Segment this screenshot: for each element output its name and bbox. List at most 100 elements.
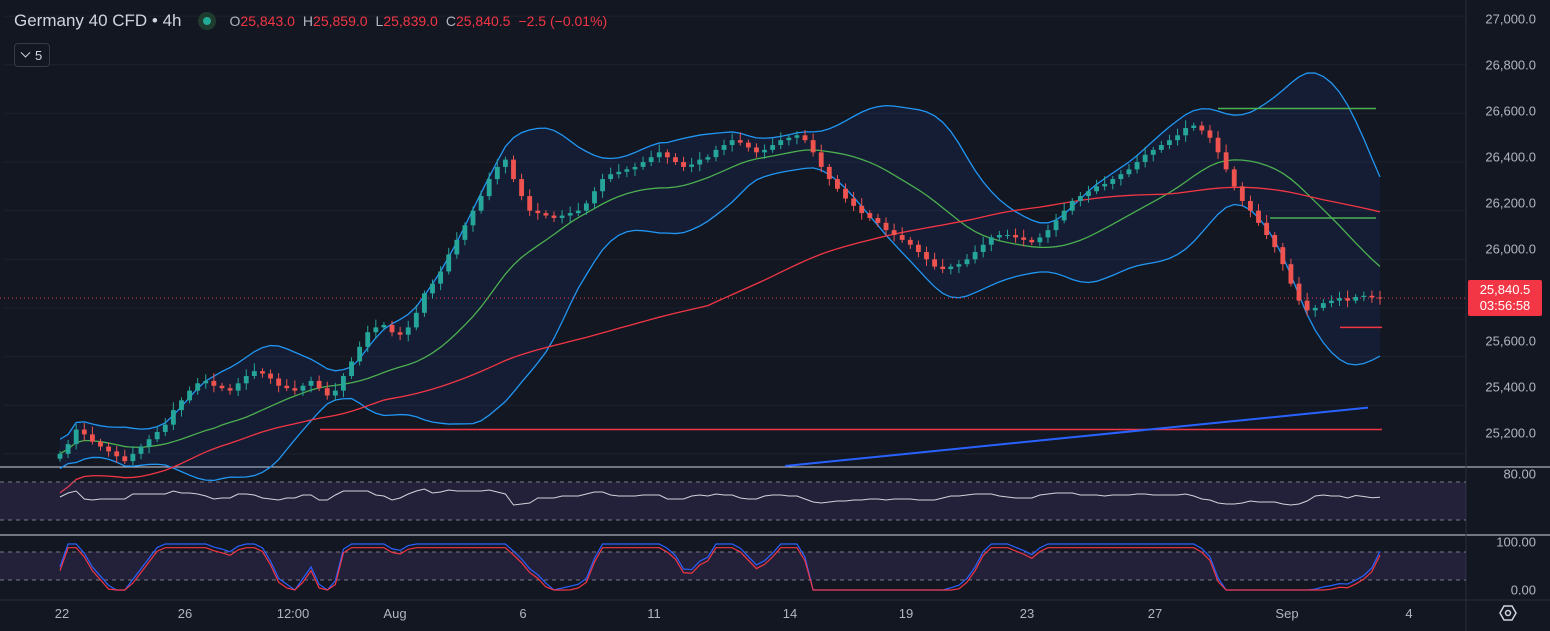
candle-body [640,162,646,167]
candle-body [65,444,71,454]
high-key: H [302,13,314,29]
chevron-down-icon [20,47,31,58]
candle-body [1353,297,1359,301]
time-axis-label: 23 [1019,606,1035,621]
stoch-axis-bottom: 0.00 [1510,582,1536,598]
candle-body [673,157,678,163]
candle-body [681,162,686,167]
close-value: 25,840.5 [455,13,511,29]
candle-body [405,327,411,335]
candle-body [478,196,484,211]
candle-body [1029,239,1035,243]
candle-body [413,312,419,328]
open-value: 25,843.0 [240,13,295,29]
candle-body [1328,300,1334,304]
candle-body [251,371,257,377]
candle-body [1272,235,1278,248]
symbol-title[interactable]: Germany 40 CFD • 4h [14,11,182,30]
candle-body [494,166,500,180]
candle-body [940,266,946,270]
horizontal-levels [0,107,1466,431]
candle-body [1320,303,1326,308]
candle-body [1223,152,1229,170]
bar-countdown: 03:56:58 [1479,298,1531,313]
candle-body [972,252,978,260]
candle-body [300,385,306,391]
candlesticks [57,120,1383,466]
time-axis-label: 12:00 [276,606,310,621]
low-key: L [375,13,384,29]
candle-body [154,431,160,440]
price-axis-label: 26,000.0 [1485,241,1536,257]
trend-line [784,406,1369,467]
market-status-icon [197,12,216,30]
candle-body [1158,145,1164,150]
candle-body [964,259,970,265]
candle-body [924,252,929,260]
bollinger-upper [59,72,1381,440]
last-price: 25,840.5 [1479,282,1531,297]
candle-body [543,213,549,216]
candle-body [996,235,1002,238]
chart-settings-button[interactable] [1497,602,1519,624]
candle-body [1110,179,1116,184]
bollinger-lower [59,167,1381,482]
candle-body [1037,237,1043,243]
candle-body [770,145,776,150]
candle-body [1312,307,1318,311]
close-key: C [445,13,456,29]
candle-body [843,188,848,199]
candle-body [1150,149,1156,155]
rsi-line [59,488,1381,506]
candle-body [624,169,630,172]
candle-body [1361,295,1367,298]
candle-body [211,380,217,386]
candle-body [114,451,120,457]
chart-legend: Germany 40 CFD • 4h O25,843.0 H25,859.0 … [14,9,607,33]
candle-body [502,159,508,167]
candle-body [794,135,800,138]
candle-body [835,179,840,189]
candle-body [1005,235,1010,236]
candle-body [802,135,808,141]
candle-body [721,145,727,150]
candle-body [762,149,767,153]
moving-average-line [59,186,1381,494]
candle-body [179,400,184,411]
stoch-d-line [59,547,1381,591]
candle-body [1264,222,1270,235]
candle-body [1183,128,1189,136]
candle-body [567,213,573,216]
candle-body [1288,264,1294,284]
high-value: 25,859.0 [313,13,368,29]
candle-body [1086,191,1091,197]
candle-body [891,230,897,235]
candle-body [656,152,662,158]
candle-body [511,159,516,180]
candle-body [608,174,614,180]
candle-body [1045,230,1051,238]
candle-body [1167,140,1172,146]
candle-body [851,198,857,206]
candle-body [438,271,444,284]
candle-body [697,159,703,165]
time-axis-label: Aug [383,606,407,621]
candle-body [818,152,824,167]
bollinger-bands [59,72,1381,494]
candle-body [778,140,784,146]
candle-body [705,157,711,160]
trend-line-segment [784,406,1369,467]
indicators-toggle-button[interactable]: 5 [14,43,51,67]
candle-body [1345,298,1351,301]
candle-body [1102,183,1108,187]
candle-body [219,385,225,389]
bollinger-basis [59,149,1381,455]
candle-body [980,244,986,253]
open-key: O [229,13,241,29]
candle-body [324,388,330,396]
candle-body [98,441,103,447]
candle-body [381,324,387,328]
candle-body [1296,283,1302,301]
candle-body [57,453,63,459]
